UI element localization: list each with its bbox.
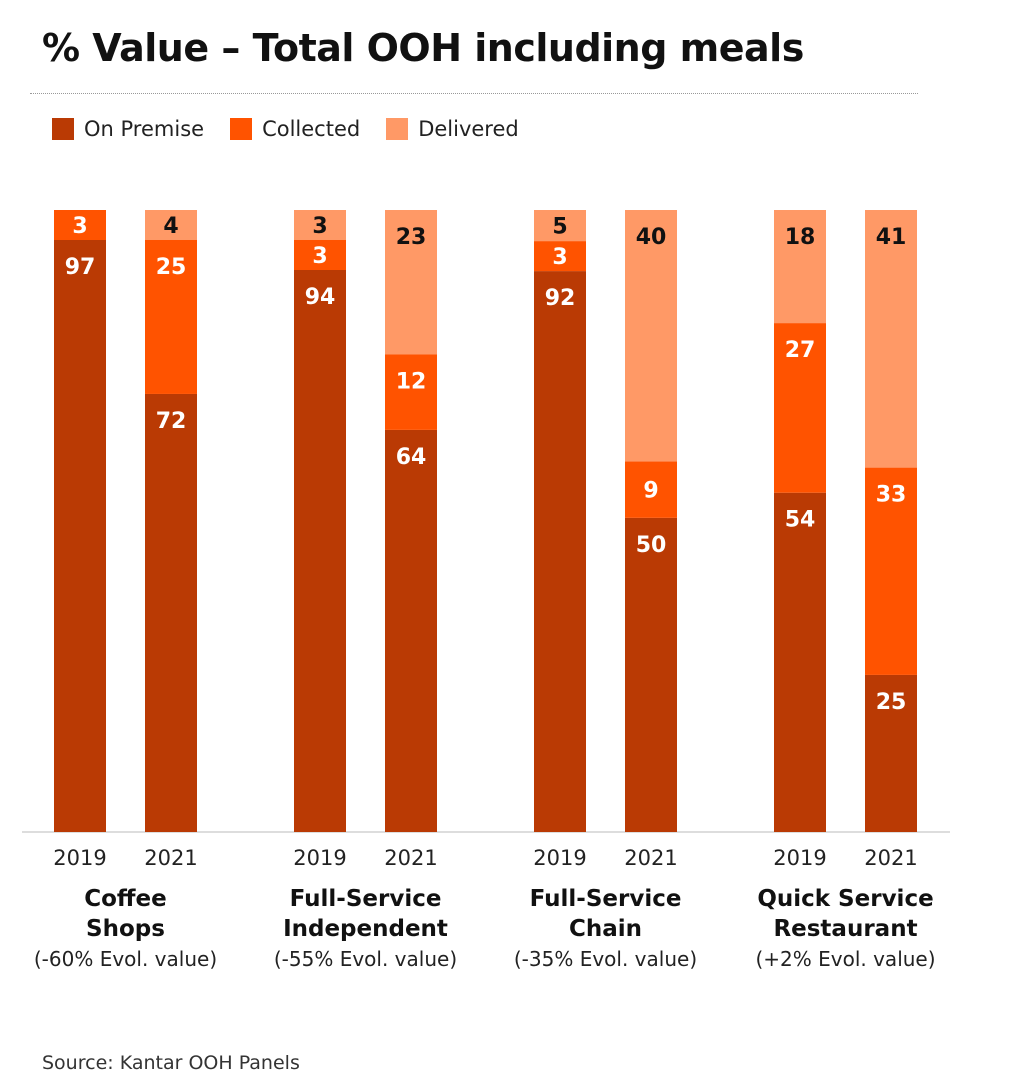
- data-label: 50: [636, 533, 667, 558]
- category-label: Quick Service Restaurant (+2% Evol. value): [726, 884, 966, 974]
- data-label: 72: [156, 409, 187, 434]
- year-tick-label: 2021: [144, 846, 197, 870]
- bar-segment-collected: [774, 323, 826, 493]
- bar-segment-collected: [534, 241, 586, 272]
- legend-item-on-premise: On Premise: [52, 117, 204, 141]
- bar-segment-collected: [294, 240, 346, 270]
- category-name: Independent: [283, 916, 448, 942]
- category-label: Full-Service Chain (-35% Evol. value): [486, 884, 726, 974]
- plot-area: 9732019722542021943320196412232021923520…: [22, 210, 950, 870]
- bar-segment-collected: [865, 467, 917, 675]
- data-label: 25: [876, 690, 907, 715]
- bar-segment-delivered: [774, 210, 826, 324]
- data-label: 3: [72, 214, 87, 239]
- category-name: Full-Service: [289, 886, 442, 912]
- bar-segment-on-premise: [625, 517, 677, 832]
- category-label: Coffee Shops (-60% Evol. value): [6, 884, 246, 974]
- chart-title: % Value – Total OOH including meals: [42, 26, 804, 70]
- title-divider: [30, 93, 918, 94]
- category-name: Coffee: [84, 886, 167, 912]
- bar-segment-delivered: [865, 210, 917, 468]
- data-label: 3: [312, 214, 327, 239]
- data-label: 33: [876, 483, 907, 508]
- bar-segment-on-premise: [865, 674, 917, 832]
- data-label: 41: [876, 225, 907, 250]
- legend-swatch: [52, 118, 74, 140]
- data-label: 12: [396, 370, 427, 395]
- data-label: 64: [396, 445, 427, 470]
- year-tick-label: 2019: [293, 846, 346, 870]
- data-label: 5: [552, 215, 567, 240]
- bar-segment-on-premise: [54, 240, 106, 832]
- data-label: 4: [163, 214, 178, 239]
- data-label: 92: [545, 286, 576, 311]
- data-label: 40: [636, 225, 667, 250]
- data-label: 3: [312, 244, 327, 269]
- bar-segment-collected: [385, 354, 437, 430]
- legend-label: Delivered: [418, 117, 519, 141]
- year-tick-label: 2019: [773, 846, 826, 870]
- year-tick-label: 2021: [864, 846, 917, 870]
- legend-swatch: [386, 118, 409, 140]
- year-tick-label: 2021: [384, 846, 437, 870]
- data-label: 54: [785, 508, 816, 533]
- category-name: Full-Service: [529, 886, 682, 912]
- bar-segment-on-premise: [534, 271, 586, 833]
- bar-segment-on-premise: [774, 492, 826, 832]
- category-label: Full-Service Independent (-55% Evol. value…: [246, 884, 486, 974]
- data-label: 25: [156, 255, 187, 280]
- bar-segment-collected: [145, 240, 197, 394]
- legend-item-collected: Collected: [230, 117, 360, 141]
- legend-swatch: [230, 118, 253, 140]
- year-tick-label: 2019: [53, 846, 106, 870]
- bar-segment-collected: [54, 210, 106, 240]
- bar-segment-on-premise: [385, 429, 437, 832]
- bar-segment-collected: [625, 461, 677, 518]
- evol-value-label: (+2% Evol. value): [755, 947, 936, 971]
- data-label: 27: [785, 338, 816, 363]
- category-name: Quick Service: [757, 886, 934, 912]
- legend-item-delivered: Delivered: [386, 117, 519, 141]
- data-label: 3: [552, 245, 567, 270]
- evol-value-label: (-60% Evol. value): [33, 947, 218, 971]
- bar-segment-delivered: [385, 210, 437, 355]
- bar-segment-on-premise: [145, 393, 197, 832]
- evol-value-label: (-35% Evol. value): [513, 947, 698, 971]
- bar-segment-delivered: [294, 210, 346, 240]
- legend-label: Collected: [262, 117, 361, 141]
- evol-value-label: (-55% Evol. value): [273, 947, 458, 971]
- data-label: 94: [305, 285, 336, 310]
- source-note: Source: Kantar OOH Panels: [42, 1052, 300, 1074]
- data-label: 9: [643, 479, 658, 504]
- legend: On Premise Collected Delivered: [52, 117, 519, 141]
- category-name: Shops: [86, 916, 165, 942]
- bar-segment-delivered: [145, 210, 197, 240]
- data-label: 18: [785, 225, 816, 250]
- bar-segment-delivered: [625, 210, 677, 462]
- bar-segment-on-premise: [294, 270, 346, 832]
- bar-segment-delivered: [534, 210, 586, 242]
- legend-label: On Premise: [84, 117, 205, 141]
- year-tick-label: 2021: [624, 846, 677, 870]
- data-label: 23: [396, 225, 427, 250]
- category-name: Restaurant: [773, 916, 918, 942]
- year-tick-label: 2019: [533, 846, 586, 870]
- data-label: 97: [65, 255, 96, 280]
- category-name: Chain: [568, 916, 643, 942]
